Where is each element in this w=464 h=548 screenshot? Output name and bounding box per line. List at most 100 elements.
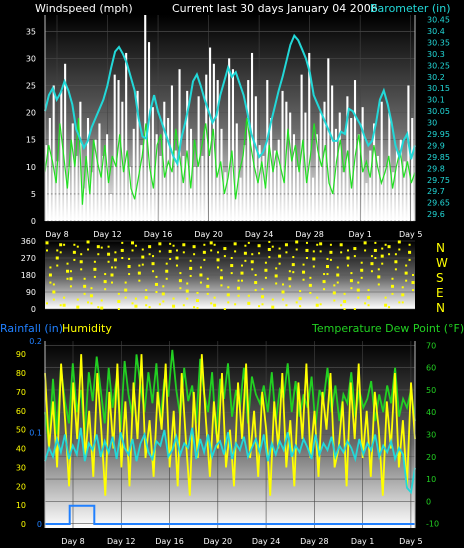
y-right-tick-label: 30.2 bbox=[427, 73, 445, 82]
wind-bar bbox=[159, 155, 162, 221]
wind-bar bbox=[151, 107, 154, 221]
direction-point bbox=[347, 264, 350, 267]
x-tick-label: Day 20 bbox=[204, 537, 233, 546]
direction-point bbox=[131, 249, 134, 252]
direction-point bbox=[189, 274, 192, 277]
compass-label: N bbox=[436, 241, 445, 255]
direction-point bbox=[346, 256, 350, 260]
direction-point bbox=[220, 269, 223, 272]
direction-point bbox=[138, 264, 141, 267]
x-tick-label: Day 5 bbox=[399, 230, 422, 239]
direction-point bbox=[408, 243, 411, 246]
direction-point bbox=[97, 306, 100, 309]
direction-point bbox=[217, 266, 220, 269]
wind-bar bbox=[83, 188, 86, 221]
wind-bar bbox=[94, 139, 97, 221]
direction-point bbox=[90, 302, 93, 305]
direction-point bbox=[295, 301, 298, 304]
direction-point bbox=[162, 285, 165, 288]
direction-point bbox=[196, 291, 199, 294]
x-tick-label: Day 5 bbox=[399, 537, 422, 546]
direction-point bbox=[258, 305, 261, 308]
direction-point bbox=[206, 292, 209, 295]
wind-bar bbox=[235, 123, 238, 221]
y-right-tick-label: 29.9 bbox=[427, 141, 445, 150]
y-tick-label: 20 bbox=[16, 482, 26, 491]
direction-point bbox=[398, 301, 401, 304]
direction-point bbox=[227, 286, 230, 289]
direction-point bbox=[367, 289, 370, 292]
direction-point bbox=[87, 301, 90, 304]
direction-point bbox=[381, 247, 384, 250]
direction-point bbox=[357, 281, 360, 284]
direction-point bbox=[193, 253, 196, 256]
temperature-series bbox=[44, 349, 416, 446]
direction-point bbox=[107, 260, 110, 263]
direction-point bbox=[93, 267, 97, 271]
wind-bar bbox=[353, 80, 357, 221]
direction-point bbox=[357, 296, 360, 299]
direction-point bbox=[370, 270, 373, 273]
direction-point bbox=[343, 299, 347, 303]
direction-point bbox=[230, 257, 233, 259]
direction-point bbox=[380, 254, 384, 258]
direction-point bbox=[59, 251, 62, 254]
direction-point bbox=[401, 293, 405, 297]
direction-point bbox=[124, 281, 127, 284]
direction-point bbox=[305, 241, 308, 244]
direction-point bbox=[305, 248, 309, 252]
direction-point bbox=[151, 262, 155, 266]
direction-point bbox=[288, 277, 292, 281]
wind-bar bbox=[201, 155, 204, 221]
direction-point bbox=[240, 279, 243, 282]
direction-point bbox=[237, 286, 241, 290]
direction-point bbox=[55, 256, 59, 260]
wind-bar bbox=[239, 177, 242, 221]
direction-point bbox=[370, 262, 374, 266]
direction-point bbox=[189, 266, 193, 270]
direction-point bbox=[131, 302, 134, 305]
direction-point bbox=[332, 291, 336, 295]
direction-point bbox=[349, 279, 353, 283]
direction-point bbox=[373, 248, 377, 252]
direction-point bbox=[285, 304, 288, 307]
direction-point bbox=[240, 271, 244, 275]
wind-bar bbox=[346, 96, 349, 221]
direction-point bbox=[315, 303, 319, 307]
direction-point bbox=[46, 302, 48, 305]
wind-bar bbox=[220, 128, 223, 221]
direction-point bbox=[247, 241, 250, 244]
direction-point bbox=[52, 290, 56, 294]
y-tick-label: 0 bbox=[21, 520, 26, 529]
direction-point bbox=[340, 251, 343, 254]
direction-point bbox=[250, 260, 254, 264]
x-tick-label: Day 16 bbox=[155, 537, 184, 546]
direction-point bbox=[227, 301, 230, 304]
wind-bar bbox=[289, 112, 292, 221]
wind-bar bbox=[334, 128, 337, 221]
direction-point bbox=[202, 250, 206, 254]
direction-point bbox=[397, 240, 401, 244]
x-tick-label: Day 8 bbox=[61, 537, 84, 546]
direction-point bbox=[254, 281, 258, 285]
direction-point bbox=[158, 242, 162, 246]
wind-bar bbox=[376, 155, 379, 221]
humidity-temperature-chart: 0 10 20 30 40 50 60 70 80 90 0 0.1 0.2 -10 0 10 20 30 40… bbox=[0, 322, 464, 546]
direction-point bbox=[199, 281, 202, 284]
wind-bar bbox=[308, 52, 311, 221]
direction-point bbox=[97, 253, 100, 256]
wind-bar bbox=[312, 177, 315, 221]
direction-point bbox=[353, 247, 357, 251]
direction-point bbox=[316, 243, 319, 246]
wind-bar bbox=[52, 85, 55, 221]
direction-point bbox=[107, 245, 110, 248]
y-tick-label: 70 bbox=[16, 388, 26, 397]
direction-point bbox=[203, 243, 206, 246]
direction-point bbox=[387, 245, 391, 249]
direction-point bbox=[49, 281, 52, 284]
direction-point bbox=[203, 258, 206, 261]
direction-point bbox=[172, 297, 175, 300]
direction-point bbox=[282, 298, 285, 301]
wind-bar bbox=[75, 155, 78, 221]
direction-point bbox=[264, 276, 267, 279]
